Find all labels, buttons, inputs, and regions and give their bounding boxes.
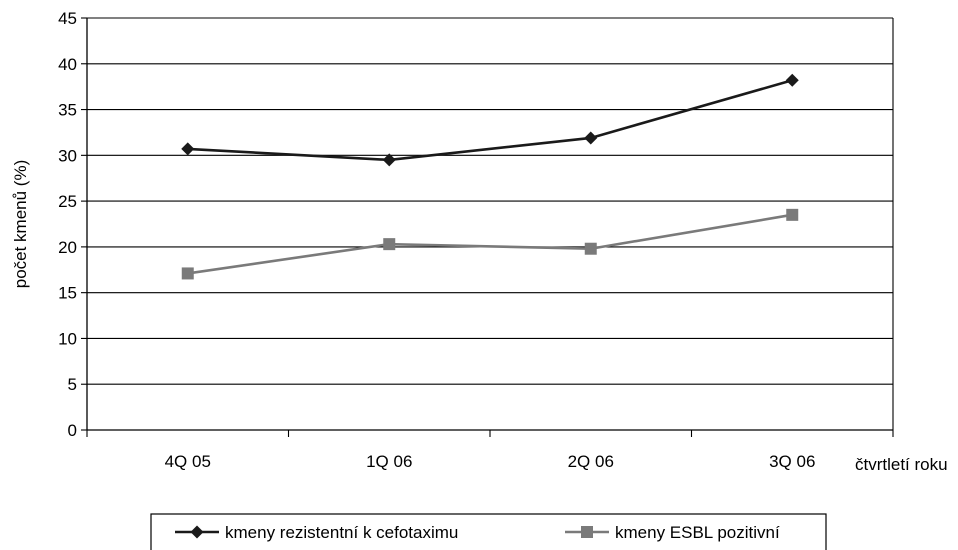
x-tick-labels: 4Q 05 1Q 06 2Q 06 3Q 06 bbox=[165, 452, 816, 471]
axes bbox=[81, 17, 894, 437]
data-point bbox=[181, 267, 194, 280]
legend-box bbox=[150, 513, 827, 550]
x-tick-label: 3Q 06 bbox=[769, 452, 815, 471]
legend-item: kmeny ESBL pozitivní bbox=[565, 523, 780, 542]
data-point bbox=[181, 142, 195, 156]
legend-swatch-marker bbox=[581, 526, 593, 538]
data-point bbox=[785, 73, 799, 87]
y-tick-label: 45 bbox=[58, 9, 77, 28]
y-tick-label: 35 bbox=[58, 101, 77, 120]
series-line bbox=[187, 79, 793, 162]
legend: kmeny rezistentní k cefotaximu kmeny ESBL… bbox=[150, 513, 827, 550]
gridlines bbox=[87, 17, 893, 385]
legend-swatch-marker bbox=[190, 525, 204, 539]
y-tick-label: 10 bbox=[58, 329, 77, 348]
series-line bbox=[187, 213, 793, 275]
series bbox=[181, 73, 799, 280]
data-point bbox=[382, 153, 396, 167]
series-1 bbox=[181, 73, 799, 167]
x-tick-label: 1Q 06 bbox=[366, 452, 412, 471]
y-tick-label: 0 bbox=[68, 421, 77, 440]
x-tick-label: 2Q 06 bbox=[568, 452, 614, 471]
y-tick-label: 15 bbox=[58, 284, 77, 303]
y-tick-label: 40 bbox=[58, 55, 77, 74]
data-point bbox=[584, 242, 597, 255]
data-point bbox=[786, 208, 799, 221]
y-tick-label: 20 bbox=[58, 238, 77, 257]
series-2 bbox=[181, 208, 799, 280]
legend-label: kmeny rezistentní k cefotaximu bbox=[225, 523, 458, 542]
y-tick-label: 25 bbox=[58, 192, 77, 211]
data-point bbox=[584, 131, 598, 145]
data-point bbox=[383, 238, 396, 251]
y-axis-title: počet kmenů (%) bbox=[11, 160, 30, 289]
legend-item: kmeny rezistentní k cefotaximu bbox=[175, 523, 458, 542]
y-tick-labels: 0 5 10 15 20 25 30 35 40 45 bbox=[58, 9, 77, 440]
y-tick-label: 5 bbox=[68, 375, 77, 394]
y-tick-label: 30 bbox=[58, 146, 77, 165]
legend-label: kmeny ESBL pozitivní bbox=[615, 523, 780, 542]
x-tick-label: 4Q 05 bbox=[165, 452, 211, 471]
x-axis-title: čtvrtletí roku bbox=[855, 455, 948, 474]
